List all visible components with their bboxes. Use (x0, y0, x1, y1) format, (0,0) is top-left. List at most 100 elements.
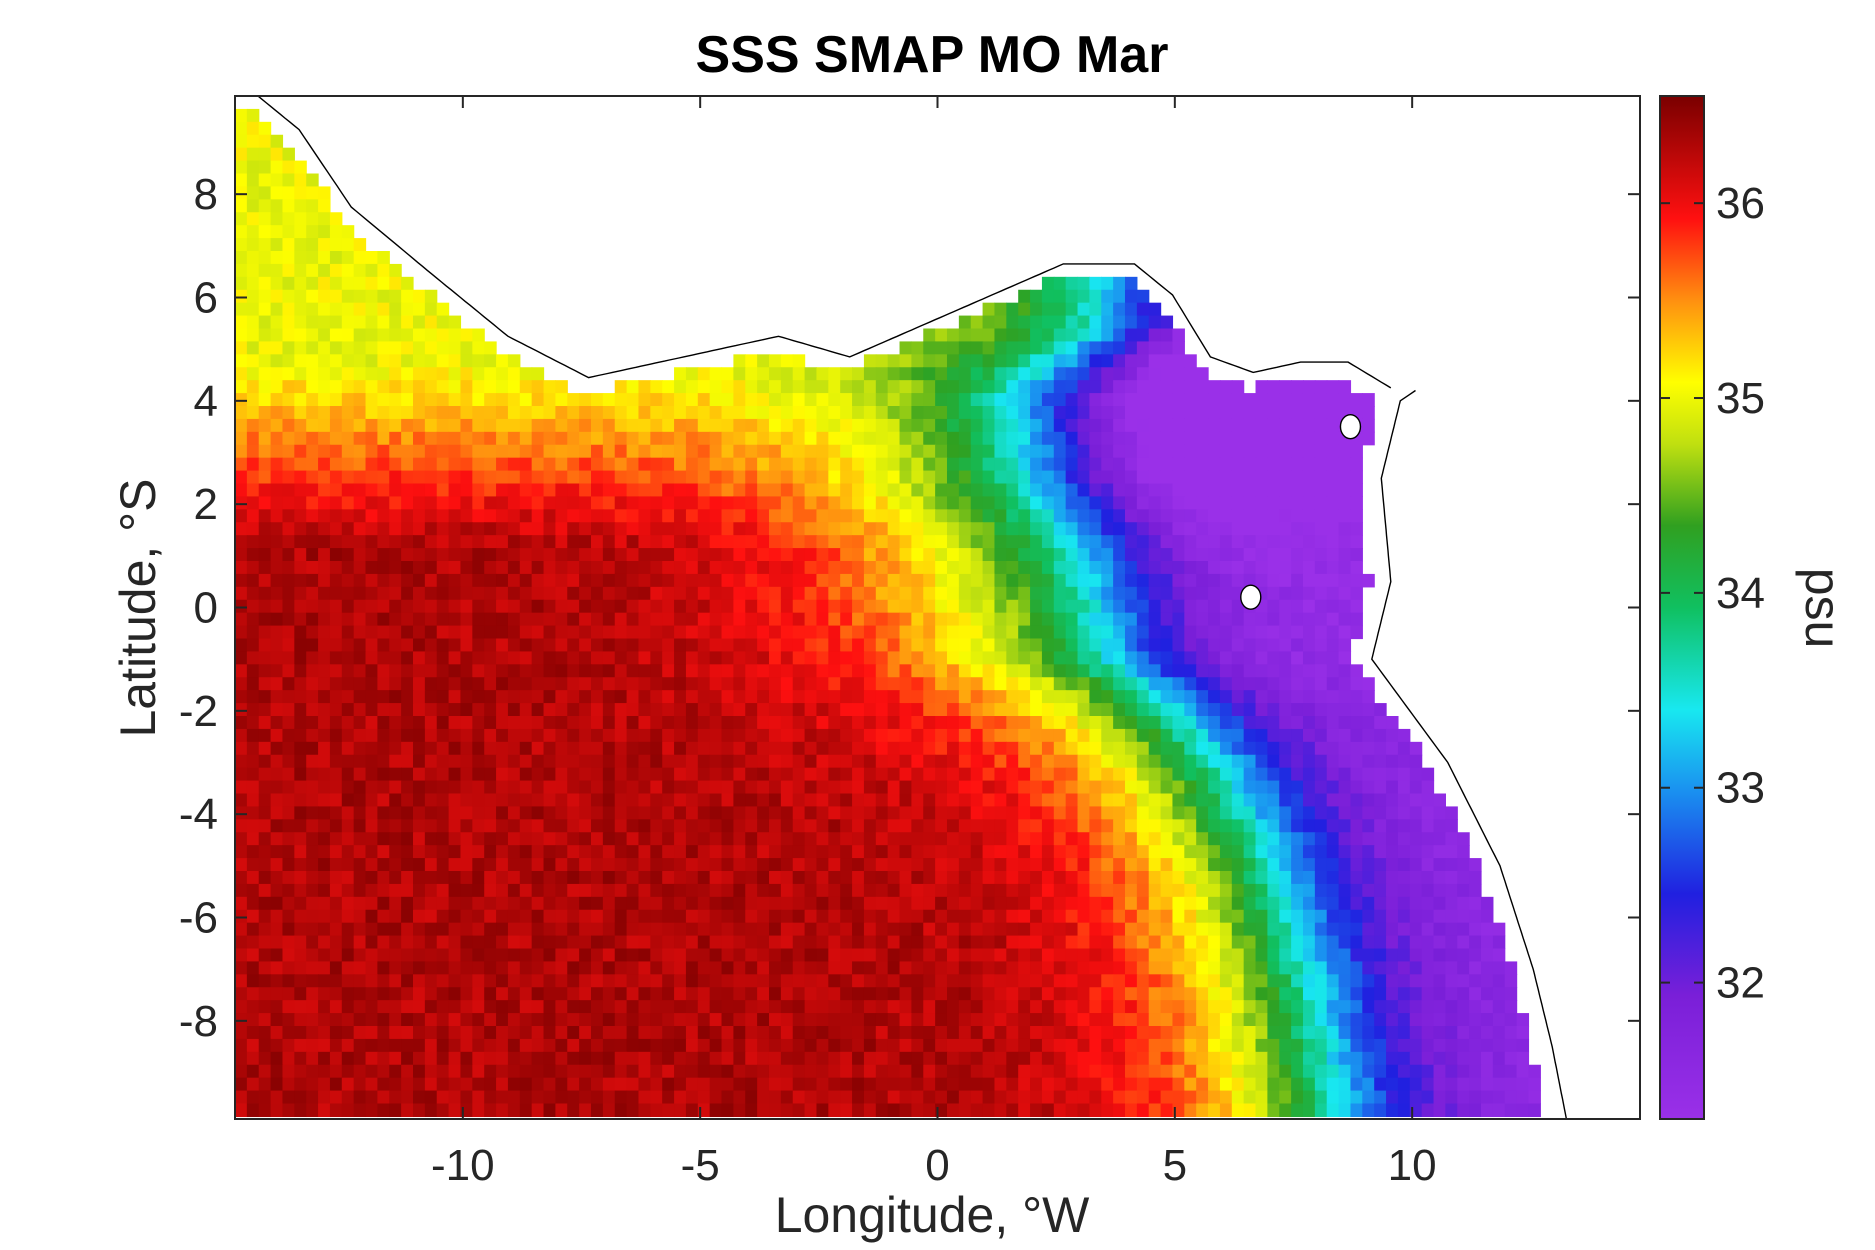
salinity-cell (1208, 483, 1221, 498)
salinity-cell (1089, 651, 1102, 665)
salinity-cell (946, 612, 960, 627)
salinity-cell (448, 457, 462, 472)
salinity-cell (994, 651, 1007, 665)
salinity-cell (341, 793, 355, 808)
salinity-cell (519, 664, 533, 678)
salinity-cell (555, 625, 568, 640)
salinity-cell (638, 535, 651, 549)
salinity-cell (958, 780, 972, 795)
salinity-cell (1065, 315, 1079, 330)
salinity-cell (1208, 858, 1221, 872)
salinity-cell (507, 406, 521, 420)
salinity-cell (1196, 612, 1209, 627)
salinity-cell (270, 819, 284, 833)
salinity-cell (282, 767, 295, 782)
salinity-cell (1018, 638, 1031, 653)
salinity-cell (923, 586, 936, 601)
salinity-cell (472, 561, 485, 575)
salinity-cell (899, 806, 912, 820)
salinity-cell (1077, 896, 1090, 911)
salinity-cell (674, 599, 687, 614)
salinity-cell (1184, 651, 1197, 665)
salinity-cell (674, 716, 687, 730)
salinity-cell (1053, 380, 1067, 394)
salinity-cell (1041, 573, 1055, 588)
salinity-cell (946, 509, 960, 523)
salinity-cell (1077, 651, 1090, 665)
salinity-cell (1243, 406, 1257, 420)
salinity-cell (1136, 909, 1150, 924)
salinity-cell (306, 703, 319, 717)
salinity-cell (840, 741, 853, 756)
salinity-cell (543, 961, 556, 975)
salinity-cell (911, 535, 924, 549)
salinity-cell (519, 638, 533, 653)
salinity-cell (507, 832, 521, 846)
salinity-cell (911, 457, 924, 472)
salinity-cell (994, 406, 1007, 420)
salinity-cell (519, 806, 533, 820)
salinity-cell (958, 806, 972, 820)
salinity-cell (1397, 767, 1411, 782)
salinity-cell (1219, 716, 1233, 730)
salinity-cell (460, 496, 473, 510)
salinity-cell (1267, 767, 1280, 782)
salinity-cell (946, 561, 960, 575)
salinity-cell (733, 819, 746, 833)
salinity-cell (1124, 509, 1138, 523)
salinity-cell (543, 431, 556, 446)
salinity-cell (792, 496, 806, 510)
salinity-cell (306, 418, 319, 433)
salinity-cell (460, 522, 473, 536)
salinity-cell (1053, 703, 1067, 717)
salinity-cell (780, 354, 794, 368)
salinity-cell (1018, 896, 1031, 911)
salinity-cell (1101, 573, 1114, 588)
salinity-cell (970, 883, 984, 898)
salinity-cell (970, 664, 984, 678)
salinity-cell (424, 548, 438, 562)
salinity-cell (258, 380, 272, 394)
salinity-cell (638, 948, 651, 963)
salinity-cell (1160, 444, 1174, 459)
salinity-cell (389, 393, 402, 407)
salinity-cell (1018, 883, 1031, 898)
salinity-cell (1065, 845, 1079, 859)
salinity-cell (1136, 573, 1150, 588)
salinity-cell (970, 793, 984, 808)
salinity-cell (840, 961, 853, 975)
salinity-cell (662, 638, 675, 653)
salinity-cell (258, 160, 272, 175)
salinity-cell (674, 651, 687, 665)
salinity-cell (1326, 935, 1340, 950)
salinity-cell (1136, 638, 1150, 653)
salinity-cell (424, 483, 438, 498)
salinity-cell (1089, 548, 1102, 562)
salinity-cell (531, 418, 545, 433)
salinity-cell (1065, 909, 1079, 924)
salinity-cell (792, 548, 806, 562)
salinity-cell (282, 160, 295, 175)
salinity-cell (555, 819, 568, 833)
salinity-cell (1326, 858, 1340, 872)
salinity-cell (1053, 832, 1067, 846)
salinity-cell (1362, 677, 1375, 691)
salinity-cell (1255, 806, 1268, 820)
salinity-cell (555, 767, 568, 782)
salinity-cell (270, 883, 284, 898)
salinity-cell (958, 883, 972, 898)
salinity-cell (436, 470, 450, 485)
salinity-cell (246, 677, 260, 691)
salinity-cell (1279, 393, 1292, 407)
salinity-cell (1041, 845, 1055, 859)
salinity-cell (567, 573, 580, 588)
salinity-cell (1255, 690, 1268, 704)
salinity-cell (650, 561, 663, 575)
salinity-cell (875, 573, 889, 588)
salinity-cell (1314, 599, 1328, 614)
salinity-cell (674, 767, 687, 782)
salinity-cell (1053, 561, 1067, 575)
salinity-cell (911, 677, 924, 691)
salinity-cell (496, 961, 509, 975)
salinity-cell (745, 767, 758, 782)
